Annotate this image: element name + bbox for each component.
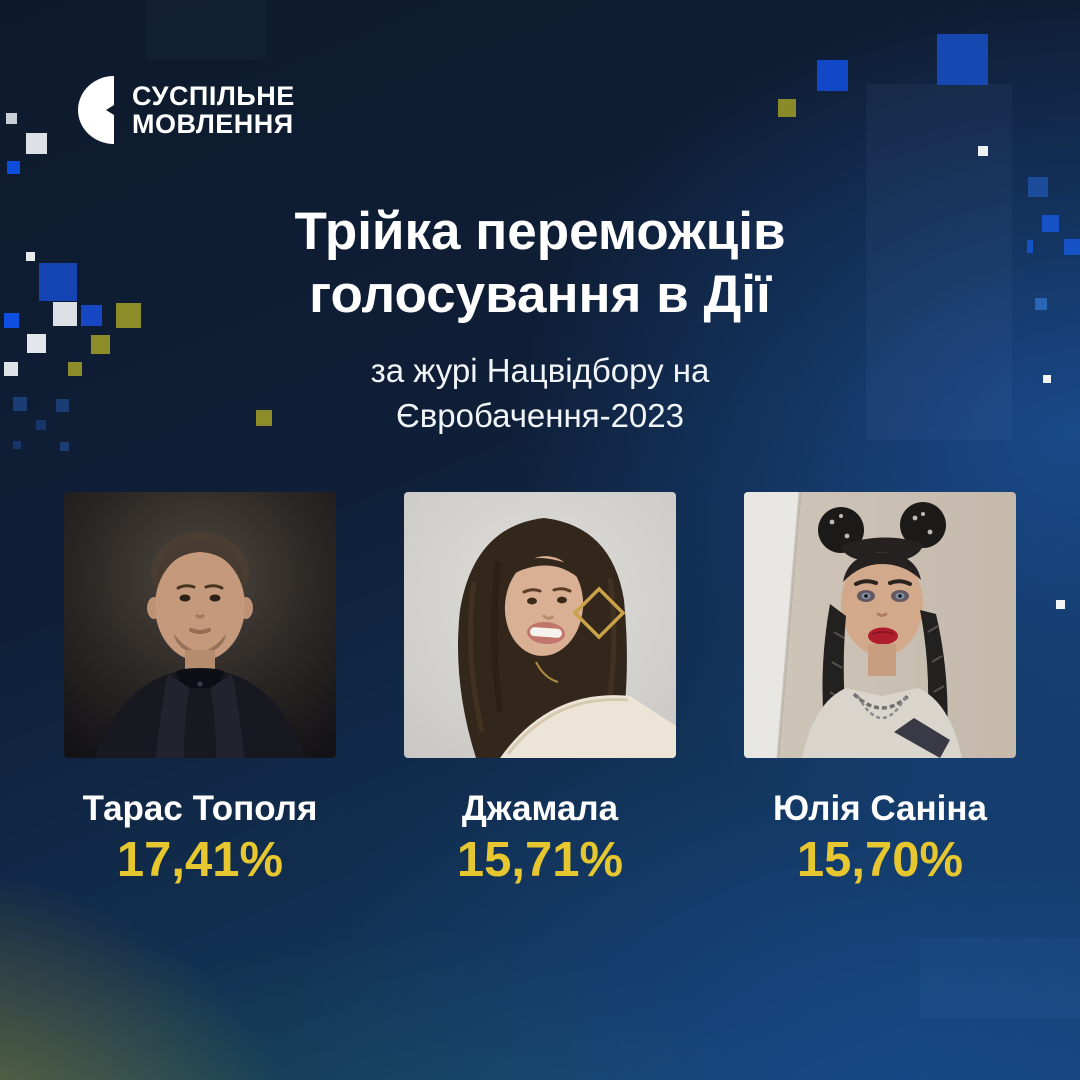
yulia-sanina-photo — [744, 492, 1016, 758]
decor-square — [116, 303, 141, 328]
brand-name: СУСПІЛЬНЕ МОВЛЕННЯ — [132, 82, 295, 138]
decor-square — [13, 397, 27, 411]
decor-square — [53, 302, 77, 326]
brand-name-line1: СУСПІЛЬНЕ — [132, 81, 295, 111]
subtitle-line1: за журі Нацвідбору на — [370, 352, 710, 389]
brand-name-line2: МОВЛЕННЯ — [132, 109, 294, 139]
decor-square — [56, 399, 69, 412]
decor-square — [27, 334, 46, 353]
decor-square — [26, 252, 35, 261]
person-percent: 17,41% — [116, 833, 284, 887]
result-card: Тарас Тополя 17,41% — [64, 492, 336, 887]
decor-square — [60, 442, 69, 451]
title-line1: Трійка переможців — [294, 202, 786, 261]
decor-square — [1027, 240, 1033, 253]
page-subtitle: за журі Нацвідбору на Євробачення-2023 — [0, 348, 1080, 438]
person-name: Юлія Саніна — [773, 789, 987, 828]
decor-square — [81, 305, 102, 326]
person-percent: 15,70% — [796, 833, 964, 887]
decor-square — [866, 84, 1012, 440]
decor-square — [4, 362, 18, 376]
decor-square — [937, 34, 988, 85]
person-percent: 15,71% — [456, 833, 624, 887]
person-name: Джамала — [461, 789, 619, 828]
decor-square — [39, 263, 77, 301]
decor-square — [920, 938, 1080, 1018]
decor-square — [1028, 177, 1048, 197]
decor-square — [26, 133, 47, 154]
decor-square — [91, 335, 110, 354]
page-title: Трійка переможців голосування в Дії — [0, 200, 1080, 326]
decor-square — [4, 313, 19, 328]
decor-square — [6, 113, 17, 124]
decor-square — [1042, 215, 1059, 232]
decor-square — [1035, 298, 1047, 310]
title-line2: голосування в Дії — [309, 265, 771, 324]
decor-square — [256, 410, 272, 426]
yulia-sanina-card: Юлія Саніна 15,70% — [744, 492, 1016, 887]
taras-topolia-photo — [64, 492, 336, 758]
decor-square — [1056, 600, 1065, 609]
decor-square — [13, 441, 21, 449]
decor-square — [1064, 239, 1080, 255]
decor-square — [1043, 375, 1051, 383]
suspilne-halfcircle-icon — [78, 76, 114, 144]
decor-square — [68, 362, 82, 376]
decor-square — [778, 99, 796, 117]
subtitle-line2: Євробачення-2023 — [396, 397, 684, 434]
jamala-photo — [404, 492, 676, 758]
decor-square — [978, 146, 988, 156]
decor-square — [817, 60, 848, 91]
suspilne-logo: СУСПІЛЬНЕ МОВЛЕННЯ — [78, 76, 295, 144]
decor-square — [7, 161, 20, 174]
decor-square — [36, 420, 46, 430]
result-card: Джамала 15,71% — [404, 492, 676, 887]
person-name: Тарас Тополя — [82, 789, 318, 828]
